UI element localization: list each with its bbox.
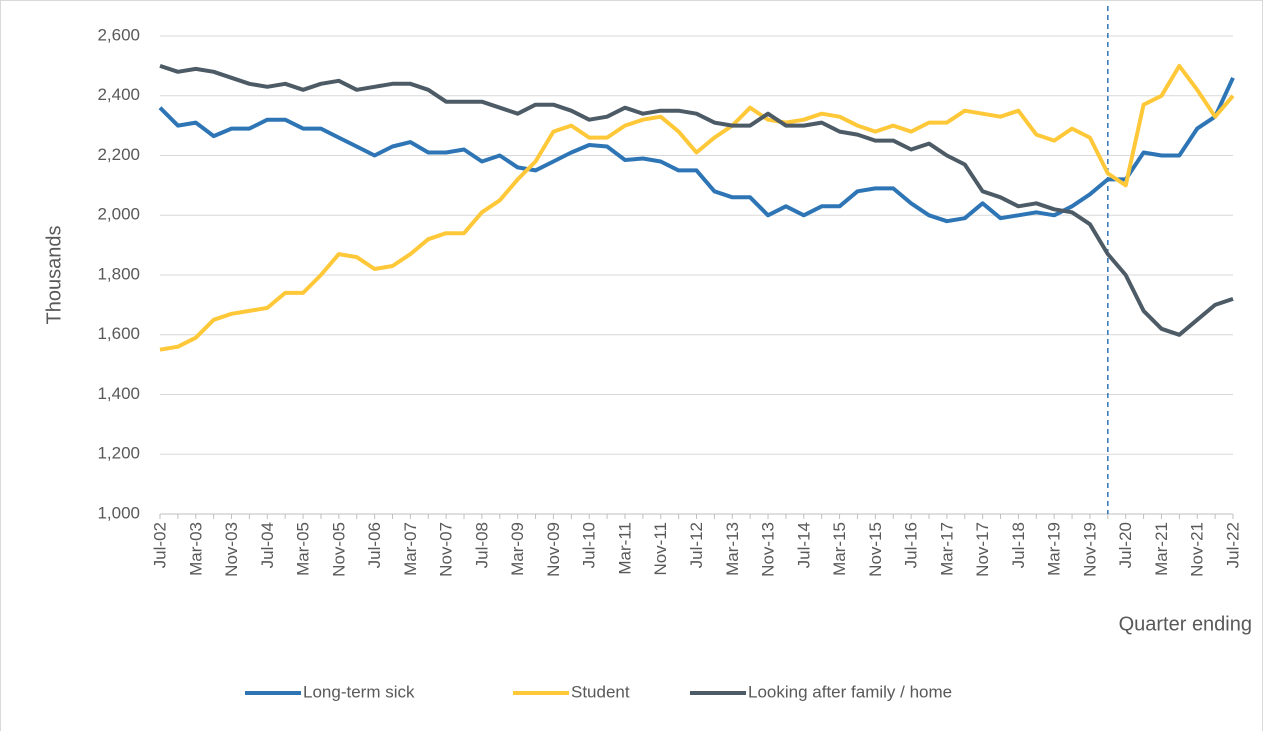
y-tick-label: 2,400 — [97, 85, 140, 104]
y-axis-label: Thousands — [43, 226, 65, 325]
x-tick-label: Jul-04 — [258, 522, 277, 568]
legend-label: Looking after family / home — [748, 682, 952, 701]
x-tick-label: Jul-08 — [472, 522, 491, 568]
x-tick-label: Nov-09 — [544, 522, 563, 577]
x-tick-label: Jul-20 — [1116, 522, 1135, 568]
x-tick-label: Mar-05 — [294, 522, 313, 576]
x-tick-label: Nov-19 — [1080, 522, 1099, 577]
legend-label: Long-term sick — [303, 682, 415, 701]
x-tick-label: Mar-11 — [615, 522, 634, 575]
y-tick-label: 1,600 — [97, 324, 140, 343]
series-line — [158, 76, 1235, 224]
x-tick-label: Nov-15 — [866, 522, 885, 577]
x-tick-label: Nov-07 — [437, 522, 456, 577]
y-tick-label: 1,200 — [97, 444, 140, 463]
x-tick-label: Mar-17 — [937, 522, 956, 576]
x-tick-label: Jul-14 — [794, 522, 813, 568]
x-tick-label: Jul-18 — [1009, 522, 1028, 568]
y-tick-label: 1,400 — [97, 384, 140, 403]
x-tick-label: Jul-10 — [580, 522, 599, 568]
y-tick-label: 2,600 — [97, 25, 140, 44]
y-tick-label: 1,800 — [97, 264, 140, 283]
series-line — [159, 63, 1235, 352]
x-axis-label: Quarter ending — [1119, 613, 1252, 635]
series-line — [159, 64, 1234, 337]
x-tick-label: Mar-09 — [508, 522, 527, 576]
x-tick-label: Mar-07 — [401, 522, 420, 576]
y-tick-label: 1,000 — [97, 503, 140, 522]
x-tick-label: Mar-19 — [1045, 522, 1064, 576]
y-tick-label: 2,000 — [97, 205, 140, 224]
x-tick-label: Jul-06 — [365, 522, 384, 568]
x-tick-label: Jul-16 — [902, 522, 921, 568]
x-tick-label: Mar-15 — [830, 522, 849, 576]
x-tick-label: Nov-21 — [1188, 522, 1207, 577]
x-tick-label: Jul-02 — [151, 522, 170, 568]
x-tick-label: Mar-13 — [723, 522, 742, 576]
x-tick-label: Nov-11 — [651, 522, 670, 576]
x-tick-label: Jul-12 — [687, 522, 706, 568]
x-tick-label: Mar-21 — [1152, 522, 1171, 576]
y-tick-label: 2,200 — [97, 145, 140, 164]
x-tick-label: Mar-03 — [186, 522, 205, 576]
x-tick-label: Jul-22 — [1224, 522, 1243, 568]
x-tick-label: Nov-05 — [329, 522, 348, 577]
x-tick-label: Nov-13 — [759, 522, 778, 577]
x-tick-label: Nov-17 — [973, 522, 992, 577]
legend-label: Student — [571, 682, 630, 701]
x-tick-label: Nov-03 — [222, 522, 241, 577]
